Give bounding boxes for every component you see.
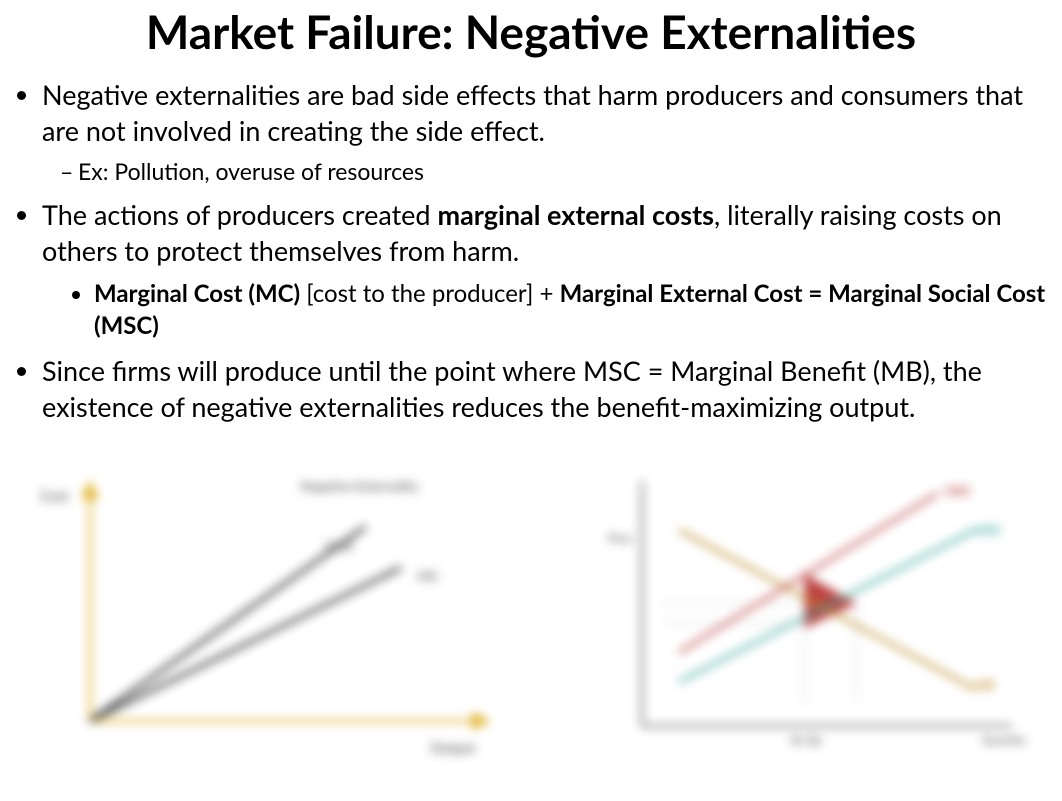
figure-1: Cost Output Negative Externality MSC MC — [20, 461, 530, 765]
svg-text:MB: MB — [975, 678, 994, 693]
bullet-1: Negative externalities are bad side effe… — [42, 77, 1052, 187]
bullet-1-sublist: Ex: Pollution, overuse of resources — [42, 156, 1052, 187]
svg-text:Negative Externality: Negative Externality — [301, 478, 419, 494]
bullet-1-sub: Ex: Pollution, overuse of resources — [60, 156, 1052, 187]
svg-text:MC: MC — [418, 568, 439, 584]
bullet-2-sub-mid: [cost to the producer] + — [300, 279, 559, 308]
bullet-2-pre: The actions of producers created — [42, 198, 437, 231]
figure-1-svg: Cost Output Negative Externality MSC MC — [20, 461, 530, 761]
bullet-3: Since firms will produce until the point… — [42, 353, 1052, 426]
svg-text:Qs Qp: Qs Qp — [790, 734, 821, 747]
bullet-2-sub: Marginal Cost (MC) [cost to the producer… — [94, 278, 1052, 343]
bullet-2-sub-bold1: Marginal Cost (MC) — [94, 279, 300, 308]
bullet-2: The actions of producers created margina… — [42, 197, 1052, 343]
bullet-2-sublist: Marginal Cost (MC) [cost to the producer… — [42, 278, 1052, 343]
svg-text:MSC: MSC — [945, 484, 971, 499]
slide: Market Failure: Negative Externalities N… — [0, 4, 1062, 801]
bullet-list: Negative externalities are bad side effe… — [10, 77, 1052, 425]
svg-text:MSC: MSC — [326, 538, 354, 554]
svg-text:Quantity: Quantity — [982, 734, 1026, 747]
figure-2: MSC MPC MB Qs Qp Quantity Price — [602, 461, 1042, 765]
figure-2-svg: MSC MPC MB Qs Qp Quantity Price — [602, 461, 1042, 761]
svg-text:Price: Price — [608, 533, 633, 546]
svg-text:Cost: Cost — [40, 487, 69, 504]
figures-row: CostOutputNegative ExternalityMSCMC MSCM… — [10, 433, 1052, 765]
bullet-1-text: Negative externalities are bad side effe… — [42, 78, 1023, 147]
slide-title: Market Failure: Negative Externalities — [10, 4, 1052, 59]
svg-text:Output: Output — [430, 739, 476, 756]
svg-text:MPC: MPC — [975, 523, 1002, 538]
bullet-2-bold: marginal external costs — [437, 198, 714, 231]
